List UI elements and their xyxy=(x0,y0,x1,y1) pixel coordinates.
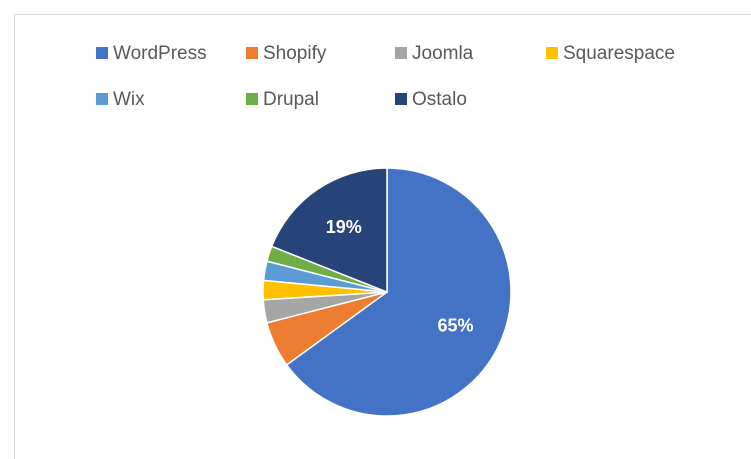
legend-label: Shopify xyxy=(263,43,327,64)
legend-swatch xyxy=(246,93,258,105)
legend-label: Drupal xyxy=(263,89,319,110)
pie-slice xyxy=(285,167,512,417)
legend-swatch xyxy=(395,47,407,59)
legend-swatch xyxy=(395,93,407,105)
legend-swatch xyxy=(96,93,108,105)
legend-label: Wix xyxy=(113,89,145,110)
legend-swatch xyxy=(96,47,108,59)
pie-slice xyxy=(270,167,388,294)
data-label: 65% xyxy=(437,316,473,336)
data-label: 19% xyxy=(326,217,362,237)
legend-label: Squarespace xyxy=(563,43,675,64)
legend-label: Joomla xyxy=(412,43,474,64)
legend-label: Ostalo xyxy=(412,89,467,110)
legend-swatch xyxy=(246,47,258,59)
legend-label: WordPress xyxy=(113,43,207,64)
legend-swatch xyxy=(546,47,558,59)
